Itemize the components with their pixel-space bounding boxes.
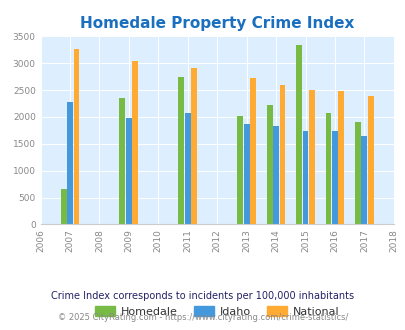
Bar [273,125,278,224]
Bar [266,105,272,224]
Bar [178,77,184,224]
Bar [338,91,343,224]
Bar [279,85,285,224]
Bar [243,124,249,224]
Bar [119,98,125,224]
Bar [237,116,243,224]
Bar [360,136,367,224]
Bar [191,68,197,224]
Bar [126,118,132,224]
Bar [331,131,337,224]
Bar [302,131,308,224]
Bar [132,61,138,224]
Title: Homedale Property Crime Index: Homedale Property Crime Index [80,16,354,31]
Bar [325,113,330,224]
Legend: Homedale, Idaho, National: Homedale, Idaho, National [90,301,343,321]
Bar [354,122,360,224]
Text: © 2025 CityRating.com - https://www.cityrating.com/crime-statistics/: © 2025 CityRating.com - https://www.city… [58,313,347,322]
Bar [60,189,66,224]
Bar [67,102,73,224]
Bar [73,49,79,224]
Bar [295,46,301,224]
Bar [367,96,373,224]
Bar [184,113,190,224]
Bar [249,78,256,224]
Text: Crime Index corresponds to incidents per 100,000 inhabitants: Crime Index corresponds to incidents per… [51,291,354,301]
Bar [308,90,314,224]
